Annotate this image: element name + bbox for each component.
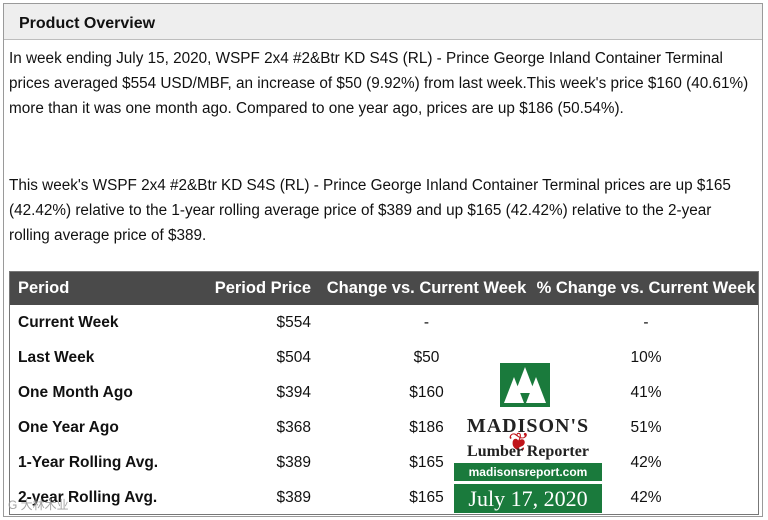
change-cell: $186: [409, 418, 444, 436]
price-cell: $504: [276, 348, 311, 366]
change-cell: $165: [409, 488, 444, 506]
period-cell: Last Week: [18, 348, 95, 366]
period-cell: One Month Ago: [18, 383, 133, 401]
price-table: Period Period Price Change vs. Current W…: [9, 271, 759, 515]
logo-subtitle: Lumber Reporter: [467, 443, 589, 460]
header-pct-change: % Change vs. Current Week: [534, 272, 758, 305]
table-row: One Month Ago $394 $160 41%: [10, 375, 758, 410]
panel-title: Product Overview: [19, 15, 156, 32]
price-cell: $394: [276, 383, 311, 401]
pct-change-cell: 51%: [630, 418, 662, 436]
price-cell: $554: [276, 313, 311, 331]
table-row: One Year Ago $368 $186 51%: [10, 410, 758, 445]
pct-change-cell: 42%: [630, 488, 662, 506]
table-row: Current Week $554 - -: [10, 305, 758, 340]
table-header-row: Period Period Price Change vs. Current W…: [10, 272, 758, 305]
panel-header: Product Overview: [4, 4, 762, 40]
table-row: 2-year Rolling Avg. $389 $165 42%: [10, 480, 758, 514]
table-row: Last Week $504 $50 10%: [10, 340, 758, 375]
pct-change-cell: 41%: [630, 383, 662, 401]
price-cell: $368: [276, 418, 311, 436]
change-cell: $165: [409, 453, 444, 471]
madisons-logo: MADISON'S ❦ Lumber Reporter madisonsrepo…: [454, 363, 602, 513]
period-cell: 2-year Rolling Avg.: [18, 488, 158, 506]
logo-url: madisonsreport.com: [454, 463, 602, 481]
summary-paragraph-2: This week's WSPF 2x4 #2&Btr KD S4S (RL) …: [9, 177, 731, 244]
logo-date: July 17, 2020: [454, 484, 602, 513]
watermark: G 大林木业: [8, 498, 69, 512]
product-overview-panel: Product Overview: [3, 3, 763, 517]
change-cell: -: [423, 313, 430, 331]
summary-paragraph-1: In week ending July 15, 2020, WSPF 2x4 #…: [9, 50, 749, 117]
pct-change-cell: -: [643, 313, 649, 331]
change-cell: $160: [409, 383, 444, 401]
period-cell: 1-Year Rolling Avg.: [18, 453, 159, 471]
maple-leaf-icon: ❦: [508, 427, 530, 457]
table-row: 1-Year Rolling Avg. $389 $165 42%: [10, 445, 758, 480]
logo-name: MADISON'S: [466, 415, 590, 437]
change-cell: $50: [413, 348, 440, 366]
price-cell: $389: [276, 488, 311, 506]
pct-change-cell: 42%: [630, 453, 662, 471]
header-change: Change vs. Current Week: [319, 272, 534, 305]
pct-change-cell: 10%: [630, 348, 662, 366]
period-cell: One Year Ago: [18, 418, 119, 436]
tree-mark-icon: [500, 363, 550, 407]
header-period: Period: [10, 272, 186, 305]
price-cell: $389: [276, 453, 311, 471]
header-period-price: Period Price: [186, 272, 319, 305]
period-cell: Current Week: [18, 313, 119, 331]
